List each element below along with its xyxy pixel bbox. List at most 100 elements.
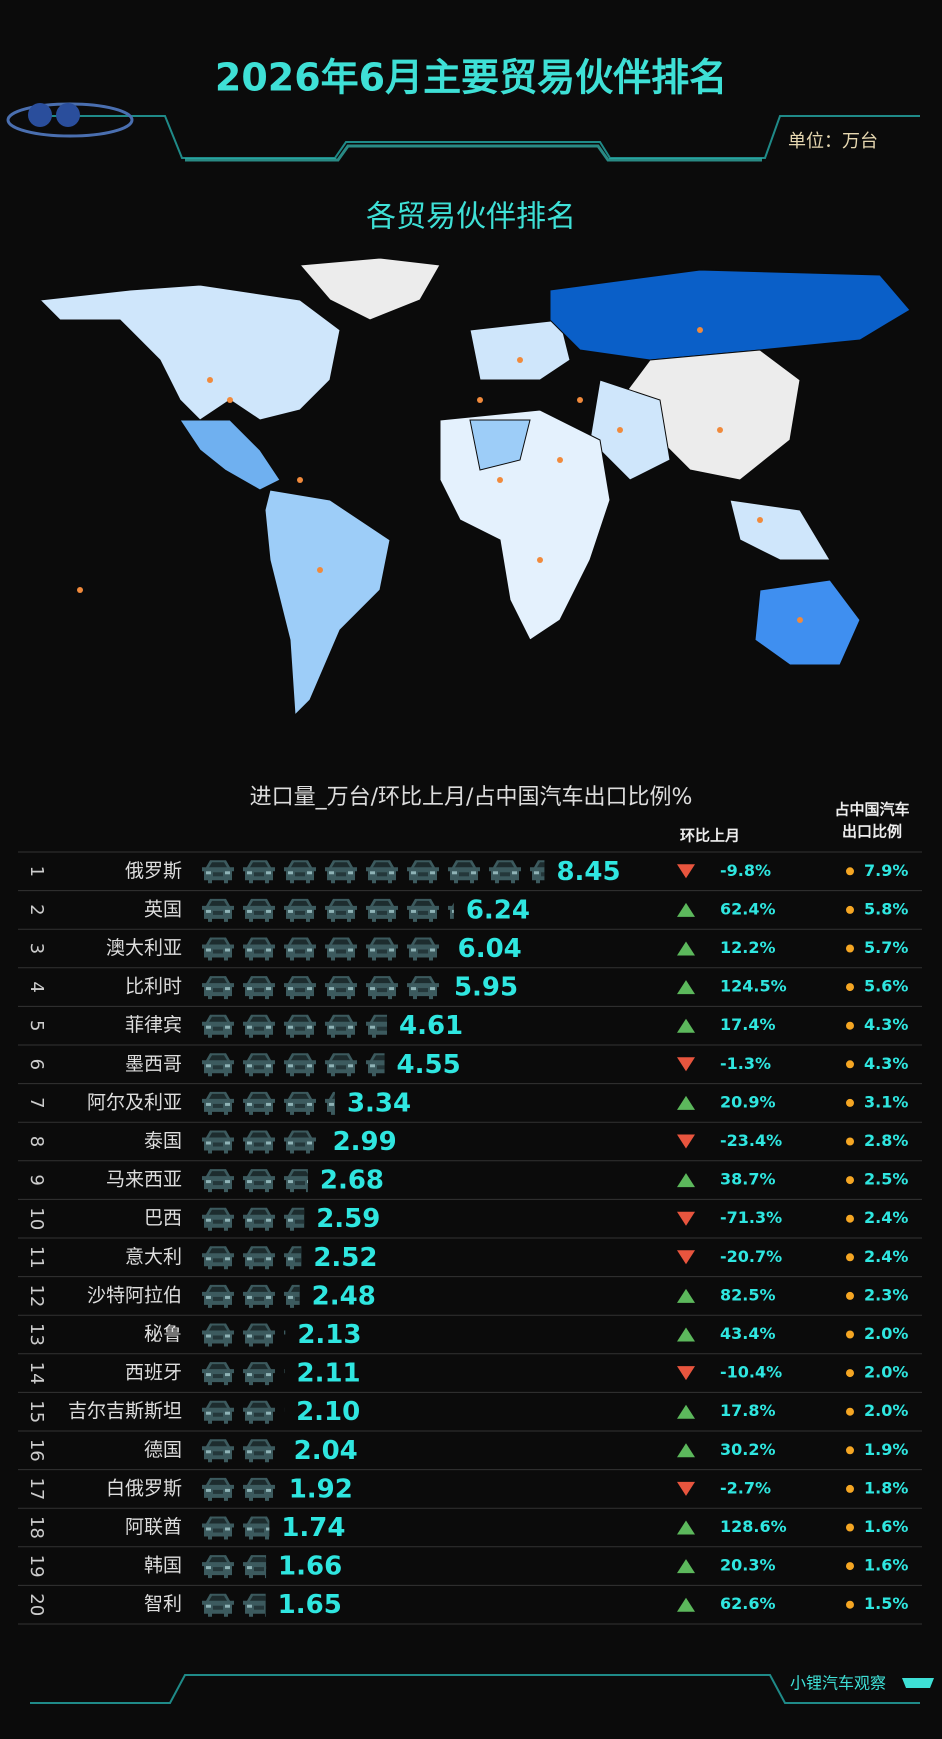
up-arrow [677,980,695,995]
value-label: 2.48 [312,1281,376,1311]
rank: 7 [26,1097,47,1108]
rank: 1 [26,866,47,877]
country-name: 俄罗斯 [125,860,182,882]
rank: 14 [26,1362,47,1385]
mom-value: -9.8% [720,861,771,880]
share-value: 2.0% [864,1363,908,1382]
mom-value: -20.7% [720,1247,782,1266]
down-arrow [677,864,695,879]
share-dot [846,1176,854,1185]
share-value: 1.6% [864,1556,908,1575]
country-name: 菲律宾 [125,1014,182,1036]
share-value: 5.8% [864,899,908,918]
rank: 2 [26,904,47,915]
share-value: 1.6% [864,1517,908,1536]
share-dot [846,1484,854,1493]
share-value: 2.0% [864,1401,908,1420]
mom-value: 124.5% [720,977,787,996]
rank: 11 [26,1246,47,1269]
share-value: 2.8% [864,1131,908,1150]
rank: 4 [26,981,47,992]
up-arrow [677,1597,695,1612]
share-dot [846,983,854,992]
country-name: 英国 [144,898,182,920]
mom-value: 20.9% [720,1092,776,1111]
country-name: 阿尔及利亚 [87,1091,182,1113]
share-dot [846,1137,854,1146]
share-dot [846,944,854,953]
share-dot [846,1523,854,1532]
value-label: 1.66 [278,1552,342,1582]
share-dot [846,1098,854,1107]
rank: 13 [26,1323,47,1346]
unit-label: 单位：万台 [788,131,878,152]
up-arrow [677,1018,695,1033]
country-name: 沙特阿拉伯 [87,1284,182,1306]
rank: 17 [26,1477,47,1500]
up-arrow [677,1327,695,1342]
mom-value: 43.4% [720,1324,776,1343]
country-name: 巴西 [144,1207,182,1229]
rank: 20 [26,1593,47,1616]
frame-line [30,1674,920,1704]
cup-icon [902,1678,934,1688]
share-dot [846,1291,854,1300]
rank: 9 [26,1174,47,1185]
country-name: 泰国 [144,1130,182,1152]
value-label: 2.11 [297,1359,361,1389]
footer: 小锂汽车观察 [790,1674,886,1693]
value-label: 2.52 [313,1243,377,1273]
share-dot [846,1600,854,1609]
mom-value: 17.4% [720,1015,776,1034]
value-label: 2.59 [316,1204,380,1234]
mom-value: 62.6% [720,1594,776,1613]
chart-title: 进口量_万台/环比上月/占中国汽车出口比例% [250,785,693,810]
logo-icon [56,103,80,127]
country-name: 白俄罗斯 [106,1477,182,1499]
value-label: 2.04 [294,1436,358,1466]
share-value: 2.4% [864,1208,908,1227]
share-value: 2.3% [864,1285,908,1304]
share-dot [846,1253,854,1262]
share-dot [846,1562,854,1571]
up-arrow [677,1443,695,1458]
value-label: 6.24 [466,895,530,925]
share-dot [846,1407,854,1416]
country-name: 比利时 [125,976,182,998]
value-label: 3.34 [347,1088,411,1118]
car-bar [202,1207,305,1231]
up-arrow [677,1404,695,1419]
rank: 18 [26,1516,47,1539]
country-name: 智利 [144,1593,182,1615]
share-value: 4.3% [864,1054,908,1073]
down-arrow [677,1366,695,1381]
share-dot [846,1021,854,1030]
car-bar [202,1284,300,1308]
share-value: 1.5% [864,1594,908,1613]
up-arrow [677,941,695,956]
value-label: 4.55 [397,1050,461,1080]
value-label: 1.65 [278,1590,342,1620]
value-label: 2.68 [320,1166,384,1196]
car-bar [202,1246,302,1270]
rank: 12 [26,1284,47,1307]
share-value: 3.1% [864,1092,908,1111]
share-header: 占中国汽车 [834,801,909,819]
country-name: 秘鲁 [144,1323,182,1345]
share-value: 5.6% [864,977,908,996]
mom-value: 38.7% [720,1170,776,1189]
value-label: 2.13 [297,1320,361,1350]
down-arrow [677,1134,695,1149]
down-arrow [677,1211,695,1226]
value-label: 4.61 [399,1011,463,1041]
up-arrow [677,902,695,917]
up-arrow [677,1559,695,1574]
country-name: 韩国 [144,1555,182,1577]
country-name: 澳大利亚 [106,937,182,959]
share-value: 5.7% [864,938,908,957]
share-value: 7.9% [864,861,908,880]
mom-value: -2.7% [720,1478,771,1497]
country-name: 吉尔吉斯斯坦 [68,1400,182,1422]
rank: 16 [26,1439,47,1462]
mom-value: -71.3% [720,1208,782,1227]
